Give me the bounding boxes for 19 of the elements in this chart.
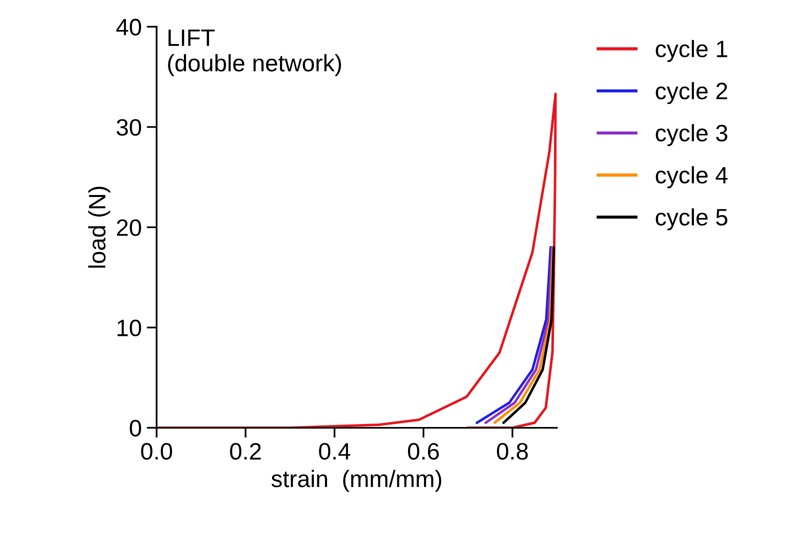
y-tick-label: 40 xyxy=(116,18,142,36)
y-tick-label: 30 xyxy=(116,119,142,136)
x-tick-label: 0.6 xyxy=(408,442,439,460)
y-tick-label: 20 xyxy=(116,219,142,236)
legend-label: cycle 3 xyxy=(656,124,728,146)
y-axis-title: load (N) xyxy=(88,186,110,268)
legend-label: cycle 2 xyxy=(656,82,728,104)
legend-label: cycle 1 xyxy=(656,40,728,62)
x-axis-title: strain (mm/mm) xyxy=(272,470,442,492)
x-tick-label: 0.4 xyxy=(319,442,350,460)
x-tick-label: 0.8 xyxy=(496,442,528,460)
line-series xyxy=(502,246,556,424)
x-tick-label: 0.0 xyxy=(141,442,172,460)
x-tick-label: 0.2 xyxy=(230,442,261,460)
legend-label: cycle 5 xyxy=(656,208,728,230)
y-tick-label: 0 xyxy=(130,420,142,437)
legend-label: cycle 4 xyxy=(656,166,728,188)
annotation: LIFT (double network) xyxy=(168,30,342,76)
y-tick-label: 10 xyxy=(118,320,142,336)
